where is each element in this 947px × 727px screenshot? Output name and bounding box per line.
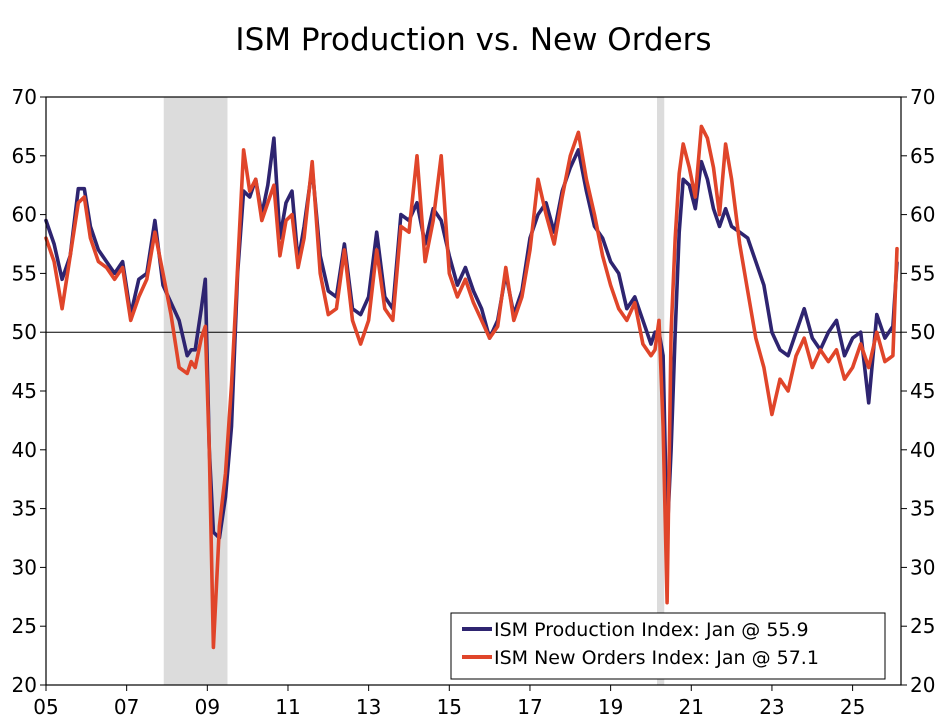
y-tick-right-label: 25 [910, 614, 935, 638]
x-tick-label: 07 [114, 695, 139, 719]
legend-label-production: ISM Production Index: Jan @ 55.9 [494, 619, 809, 641]
y-tick-right-label: 60 [910, 203, 935, 227]
y-tick-left-label: 65 [12, 144, 37, 168]
y-tick-left-label: 30 [12, 555, 37, 579]
y-tick-left-label: 55 [12, 261, 37, 285]
y-tick-right-label: 30 [910, 555, 935, 579]
y-tick-right-label: 55 [910, 261, 935, 285]
x-axis: 05 07 09 11 13 15 17 19 21 23 25 [33, 685, 865, 719]
y-tick-right-label: 40 [910, 438, 935, 462]
x-tick-label: 09 [195, 695, 220, 719]
x-tick-label: 25 [840, 695, 865, 719]
x-tick-label: 15 [437, 695, 462, 719]
x-tick-label: 17 [517, 695, 542, 719]
x-tick-label: 21 [679, 695, 704, 719]
series-layer [44, 124, 899, 650]
y-tick-left-label: 40 [12, 438, 37, 462]
y-tick-right-label: 35 [910, 497, 935, 521]
x-tick-label: 23 [759, 695, 784, 719]
y-tick-left-label: 25 [12, 614, 37, 638]
y-tick-left-label: 60 [12, 203, 37, 227]
y-tick-left-label: 20 [12, 673, 37, 697]
y-tick-left-label: 35 [12, 497, 37, 521]
legend: ISM Production Index: Jan @ 55.9 ISM New… [450, 612, 886, 680]
y-axis-right: 20 25 30 35 40 45 50 55 60 65 70 [901, 85, 935, 697]
y-tick-left-label: 45 [12, 379, 37, 403]
chart-title: ISM Production vs. New Orders [235, 22, 712, 58]
series-line-production [44, 136, 899, 540]
y-tick-right-label: 65 [910, 144, 935, 168]
x-tick-label: 13 [356, 695, 381, 719]
x-tick-label: 11 [275, 695, 300, 719]
recession-band-1 [163, 97, 228, 685]
series-line-new-orders [44, 124, 899, 650]
y-tick-right-label: 20 [910, 673, 935, 697]
y-tick-left-label: 50 [12, 320, 37, 344]
y-tick-right-label: 45 [910, 379, 935, 403]
y-tick-left-label: 70 [12, 85, 37, 109]
y-tick-right-label: 70 [910, 85, 935, 109]
x-tick-label: 05 [33, 695, 58, 719]
y-tick-right-label: 50 [910, 320, 935, 344]
legend-box [450, 612, 886, 680]
x-tick-label: 19 [598, 695, 623, 719]
legend-label-new-orders: ISM New Orders Index: Jan @ 57.1 [494, 647, 819, 669]
y-axis-left: 20 25 30 35 40 45 50 55 60 65 70 [12, 85, 46, 697]
